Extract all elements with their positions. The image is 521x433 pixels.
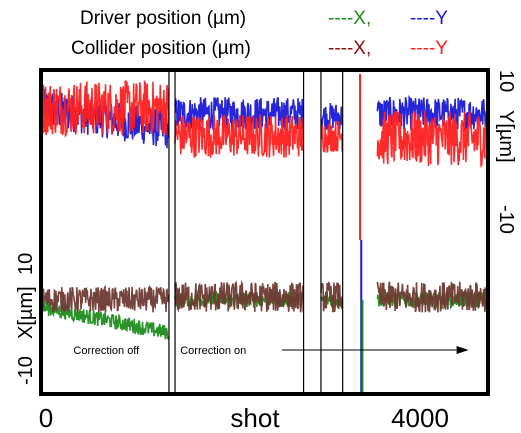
x-axis-label: shot [230, 403, 280, 433]
series-0-segment-2 [320, 103, 344, 131]
series-3-segment-0 [42, 284, 170, 313]
series-1-segment-2 [320, 120, 344, 154]
annotation-arrow-head [456, 346, 469, 354]
y-left-tick-10: 10 [15, 253, 37, 275]
annotation-correction-off: Correction off [73, 345, 140, 357]
series-1-segment-1 [174, 113, 304, 158]
legend-row-collider-label: Collider position (µm) [71, 38, 251, 59]
plot-frame [39, 68, 490, 396]
legend-driver-y: ----Y [410, 8, 448, 29]
annotations: Correction off Correction on [73, 345, 469, 357]
legend-collider-x: ----X, [328, 38, 371, 59]
annotation-correction-on: Correction on [180, 345, 246, 357]
series-3-segment-2 [320, 281, 343, 313]
plot-area [42, 74, 487, 392]
legend-driver-x: ----X, [328, 8, 371, 29]
y-axis-left: -10 X[µm] 10 [15, 253, 37, 385]
y-right-axis-label: Y[µm] [495, 110, 517, 163]
legend-collider-y: ----Y [410, 38, 448, 59]
y-left-tick-neg10: -10 [15, 356, 37, 385]
y-axis-right: 10 Y[µm] -10 [495, 70, 517, 234]
segment-separators [168, 72, 344, 392]
series-3-segment-3 [376, 281, 487, 313]
y-right-tick-10: 10 [495, 70, 517, 92]
x-tick-4000: 4000 [391, 403, 449, 433]
legend: Driver position (µm) ----X, ----Y Collid… [71, 8, 448, 59]
series-3-segment-1 [174, 280, 304, 313]
y-right-tick-neg10: -10 [495, 205, 517, 234]
series-1-segment-3 [376, 110, 487, 168]
x-tick-0: 0 [39, 403, 53, 433]
y-left-axis-label: X[µm] [15, 286, 37, 339]
legend-row-driver-label: Driver position (µm) [80, 8, 246, 29]
series-1-segment-0 [42, 79, 170, 138]
